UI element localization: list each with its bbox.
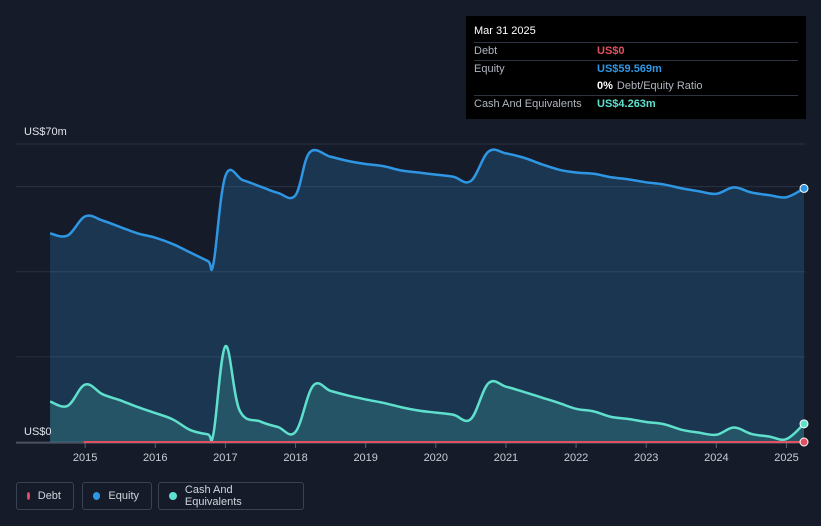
x-tick-label: 2023 [634,452,658,464]
legend-equity-label: Equity [108,490,139,502]
series-line-cash-and-equivalents [49,344,805,443]
series-area-equity [50,149,805,442]
x-tick-label: 2022 [564,452,588,464]
series-endpoint-debt [799,437,809,447]
tooltip-date: Mar 31 2025 [474,25,536,37]
x-tick-label: 2025 [774,452,798,464]
x-axis-ticks: 2015 2016 2017 2018 2019 2020 2021 2022 2023 2024… [73,443,799,464]
x-tick-label: 2015 [73,452,97,464]
legend-item-cash[interactable]: Cash And Equivalents [158,482,304,510]
tooltip-ratio-value: 0% [597,80,613,92]
tooltip-debt-label: Debt [474,45,498,57]
tooltip-panel: Mar 31 2025 Debt US$0 Equity US$59.569m … [466,16,806,119]
tooltip-debt-value: US$0 [597,45,625,57]
tooltip-ratio-spacer [474,78,597,95]
x-tick-label: 2019 [353,452,377,464]
tooltip-row-equity: Equity US$59.569m [474,60,798,78]
y-axis-bottom-label: US$0 [24,426,52,438]
x-tick-label: 2017 [213,452,237,464]
x-tick-label: 2020 [424,452,448,464]
x-tick-label: 2024 [704,452,728,464]
tooltip-equity-value: US$59.569m [597,63,662,75]
legend-item-debt[interactable]: Debt [16,482,74,510]
y-axis-top-label: US$70m [24,126,67,138]
tooltip-ratio-label: Debt/Equity Ratio [616,80,703,92]
tooltip-row-ratio: 0% Debt/Equity Ratio [474,78,798,95]
chart-areas [50,149,805,442]
x-tick-label: 2018 [283,452,307,464]
tooltip-cash-label: Cash And Equivalents [474,98,582,110]
series-line-equity [49,148,805,272]
tooltip-row-cash: Cash And Equivalents US$4.263m [474,95,798,113]
legend-item-equity[interactable]: Equity [82,482,152,510]
legend-debt-label: Debt [37,490,61,502]
chart-lines [49,148,805,443]
tooltip-row-debt: Debt US$0 [474,42,798,60]
legend-equity-dot [93,492,101,500]
legend-cash-dot [169,492,177,500]
chart-endpoints [799,183,809,447]
x-tick-label: 2016 [143,452,167,464]
x-tick-label: 2021 [494,452,518,464]
legend-cash-label: Cash And Equivalents [184,484,242,508]
legend-debt-dot [27,492,30,500]
tooltip-cash-value: US$4.263m [597,98,656,110]
tooltip-equity-label: Equity [474,63,505,75]
series-endpoint-cash-and-equivalents [799,419,809,429]
series-endpoint-equity [799,183,809,193]
